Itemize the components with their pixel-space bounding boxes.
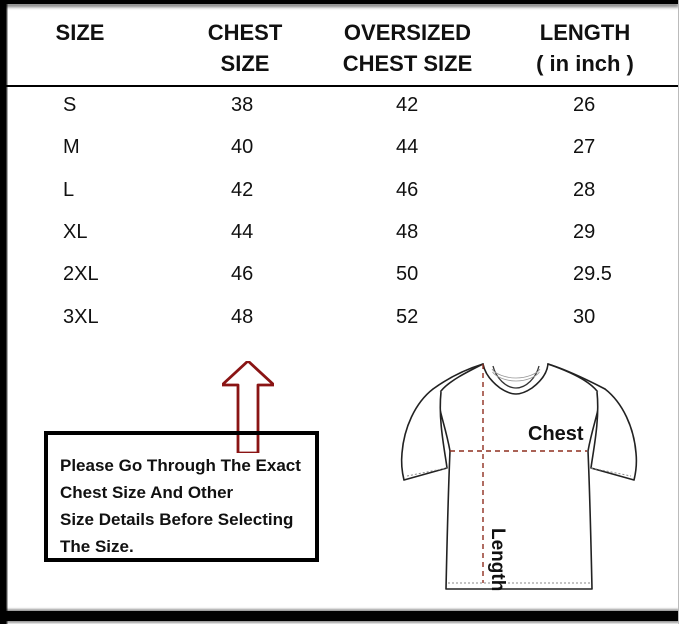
svg-text:Chest: Chest [528,423,584,445]
svg-text:Length: Length [487,528,508,591]
